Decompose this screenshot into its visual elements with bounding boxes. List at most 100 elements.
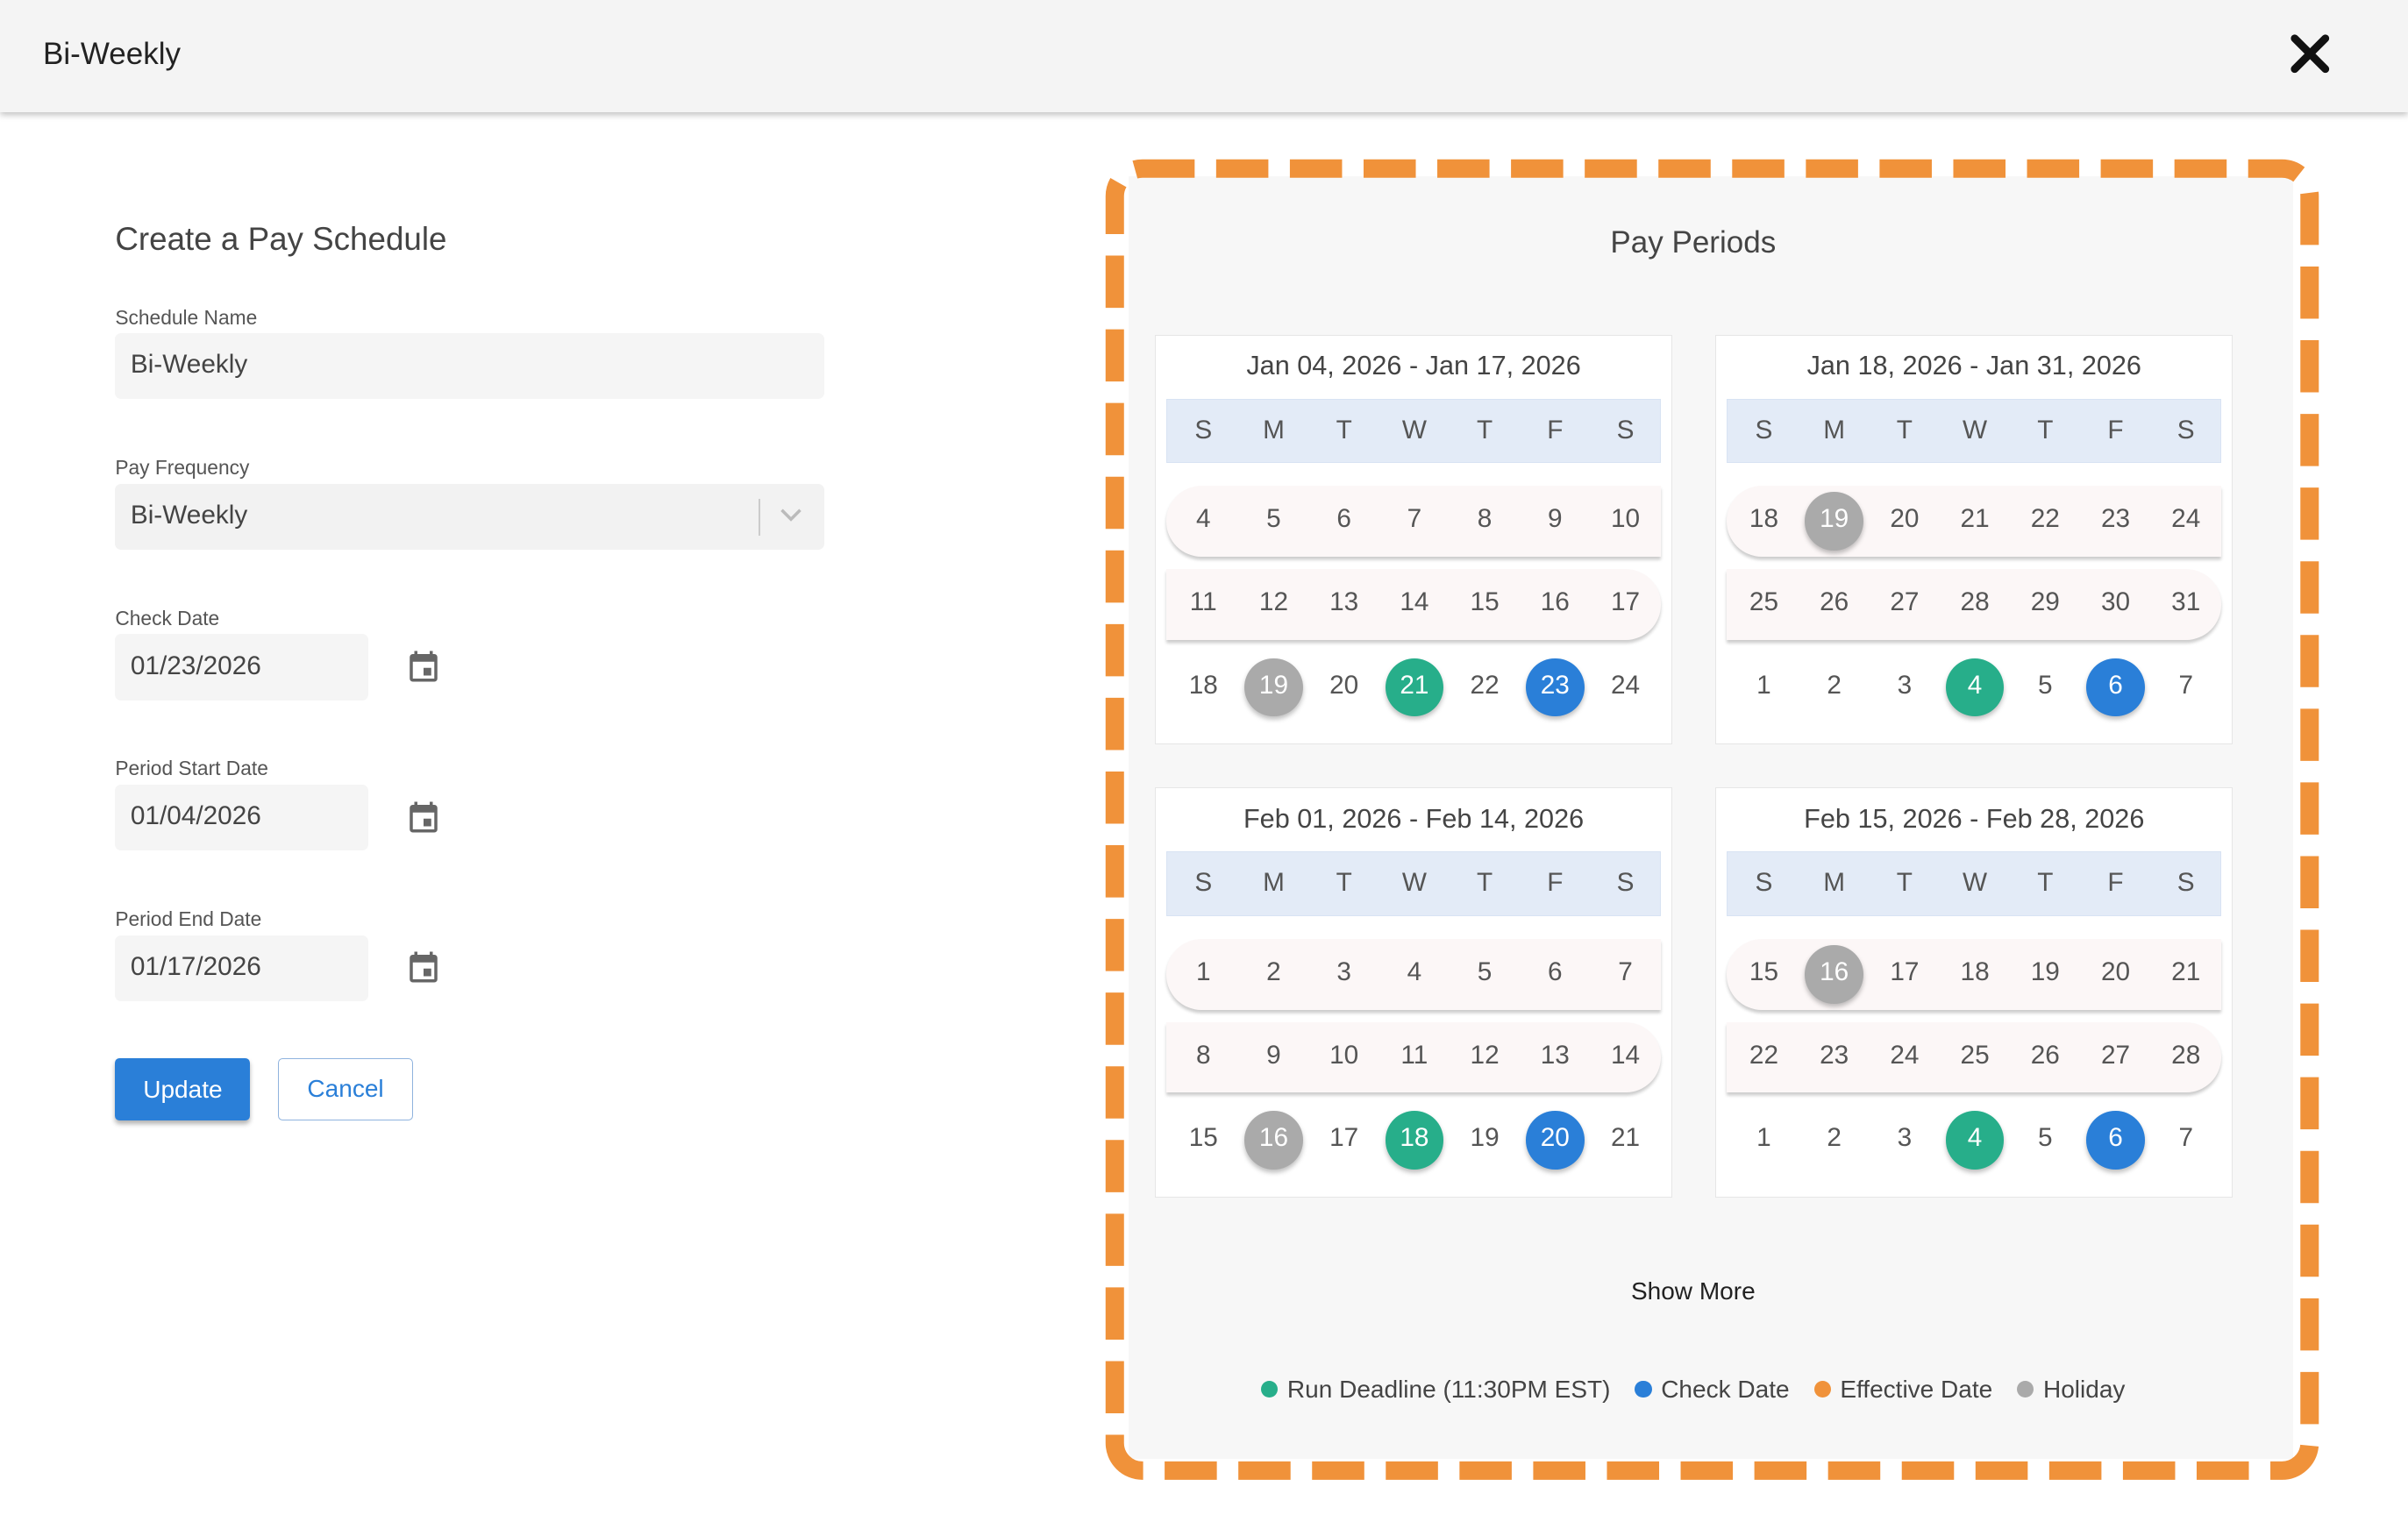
- calendar-day[interactable]: 18: [1188, 670, 1218, 700]
- pay-frequency-select[interactable]: Bi-Weekly: [115, 483, 825, 550]
- calendar-day[interactable]: 12: [1470, 1040, 1500, 1070]
- schedule-name-input[interactable]: Bi-Weekly: [115, 333, 825, 400]
- calendar-icon[interactable]: [405, 949, 442, 985]
- calendar-day[interactable]: 25: [1749, 587, 1779, 616]
- calendar-day[interactable]: 3: [1897, 670, 1913, 700]
- calendar-day[interactable]: 6: [1336, 504, 1351, 534]
- calendar-day[interactable]: 2: [1827, 1123, 1842, 1153]
- calendar-day[interactable]: 18: [1960, 957, 1990, 987]
- check-date-input[interactable]: 01/23/2026: [115, 634, 369, 701]
- calendar-day[interactable]: 16: [1258, 1123, 1289, 1153]
- calendar-day[interactable]: 14: [1400, 587, 1429, 616]
- cancel-button[interactable]: Cancel: [277, 1057, 414, 1121]
- calendar-day[interactable]: 19: [1470, 1123, 1500, 1153]
- calendar-day[interactable]: 26: [1820, 587, 1849, 616]
- calendar-day[interactable]: 17: [1890, 957, 1920, 987]
- calendar-day[interactable]: 10: [1329, 1040, 1359, 1070]
- calendar-day[interactable]: 16: [1820, 957, 1849, 987]
- calendar-day[interactable]: 28: [1960, 587, 1990, 616]
- calendar-day[interactable]: 15: [1749, 957, 1779, 987]
- calendar-day[interactable]: 21: [1400, 670, 1429, 700]
- calendar-day[interactable]: 29: [2030, 587, 2060, 616]
- calendar-day[interactable]: 10: [1610, 504, 1641, 534]
- calendar-day[interactable]: 4: [1407, 957, 1422, 987]
- show-more-link[interactable]: Show More: [1630, 1277, 1756, 1305]
- calendar-day[interactable]: 31: [2171, 587, 2201, 616]
- calendar-day[interactable]: 19: [2030, 957, 2060, 987]
- calendar-day[interactable]: 7: [2178, 670, 2193, 700]
- calendar-day[interactable]: 22: [2030, 504, 2060, 534]
- calendar-day[interactable]: 20: [1890, 504, 1920, 534]
- calendar-day[interactable]: 13: [1329, 587, 1359, 616]
- period-end-input[interactable]: 01/17/2026: [115, 935, 369, 1001]
- calendar-day[interactable]: 6: [2108, 670, 2123, 700]
- calendar-day[interactable]: 7: [2178, 1123, 2193, 1153]
- calendar-day[interactable]: 4: [1967, 1123, 1983, 1153]
- calendar-day[interactable]: 1: [1195, 957, 1211, 987]
- calendar-day[interactable]: 21: [2171, 957, 2201, 987]
- calendar-day[interactable]: 5: [1266, 504, 1281, 534]
- calendar-day[interactable]: 21: [1610, 1123, 1641, 1153]
- calendar-day[interactable]: 7: [1407, 504, 1422, 534]
- calendar-icon[interactable]: [405, 648, 442, 685]
- calendar-day[interactable]: 22: [1749, 1040, 1779, 1070]
- calendar-day[interactable]: 3: [1897, 1123, 1913, 1153]
- weekday-label: W: [1963, 415, 1988, 445]
- calendar-day[interactable]: 15: [1470, 587, 1500, 616]
- calendar-day[interactable]: 5: [2038, 1123, 2053, 1153]
- calendar-day[interactable]: 14: [1610, 1040, 1641, 1070]
- calendar-day[interactable]: 28: [2171, 1040, 2201, 1070]
- calendar-day[interactable]: 20: [1329, 670, 1359, 700]
- calendar-day[interactable]: 5: [2038, 670, 2053, 700]
- calendar-day[interactable]: 30: [2100, 587, 2131, 616]
- calendar-day[interactable]: 22: [1470, 670, 1500, 700]
- calendar-day[interactable]: 8: [1195, 1040, 1211, 1070]
- calendar-day[interactable]: 19: [1820, 504, 1849, 534]
- close-icon[interactable]: [2287, 31, 2333, 77]
- calendar-day[interactable]: 20: [2100, 957, 2131, 987]
- calendar-day[interactable]: 18: [1400, 1123, 1429, 1153]
- calendar-day[interactable]: 12: [1258, 587, 1289, 616]
- calendar-day[interactable]: 9: [1548, 504, 1563, 534]
- calendar-day[interactable]: 17: [1610, 587, 1641, 616]
- calendar-day[interactable]: 23: [1540, 670, 1570, 700]
- weekday-label: T: [1896, 415, 1913, 445]
- calendar-day[interactable]: 2: [1827, 670, 1842, 700]
- calendar-day[interactable]: 16: [1540, 587, 1570, 616]
- calendar-day[interactable]: 8: [1477, 504, 1493, 534]
- calendar-day[interactable]: 7: [1618, 957, 1633, 987]
- calendar-day[interactable]: 6: [2108, 1123, 2123, 1153]
- calendar-icon[interactable]: [405, 799, 442, 836]
- calendar-day[interactable]: 6: [1548, 957, 1563, 987]
- calendar-day[interactable]: 18: [1749, 504, 1779, 534]
- calendar-day[interactable]: 27: [1890, 587, 1920, 616]
- calendar-day[interactable]: 20: [1540, 1123, 1570, 1153]
- calendar-day[interactable]: 5: [1477, 957, 1493, 987]
- calendar-day[interactable]: 15: [1188, 1123, 1218, 1153]
- calendar-day[interactable]: 25: [1960, 1040, 1990, 1070]
- calendar-day[interactable]: 27: [2100, 1040, 2131, 1070]
- calendar-day[interactable]: 24: [1610, 670, 1641, 700]
- calendar-day[interactable]: 23: [2100, 504, 2131, 534]
- calendar-day[interactable]: 17: [1329, 1123, 1359, 1153]
- calendar-day[interactable]: 23: [1820, 1040, 1849, 1070]
- calendar-day[interactable]: 1: [1756, 670, 1771, 700]
- period-start-input[interactable]: 01/04/2026: [115, 784, 369, 851]
- calendar-day[interactable]: 24: [2171, 504, 2201, 534]
- chevron-down-icon[interactable]: [779, 502, 803, 527]
- calendar-day[interactable]: 24: [1890, 1040, 1920, 1070]
- pay-periods-title: Pay Periods: [1610, 225, 1777, 260]
- calendar-day[interactable]: 3: [1336, 957, 1351, 987]
- update-button[interactable]: Update: [115, 1057, 251, 1121]
- calendar-day[interactable]: 13: [1540, 1040, 1570, 1070]
- calendar-day[interactable]: 2: [1266, 957, 1281, 987]
- calendar-day[interactable]: 11: [1189, 587, 1217, 616]
- calendar-day[interactable]: 19: [1258, 670, 1289, 700]
- calendar-day[interactable]: 21: [1960, 504, 1990, 534]
- calendar-day[interactable]: 4: [1967, 670, 1983, 700]
- calendar-day[interactable]: 11: [1400, 1040, 1428, 1070]
- calendar-day[interactable]: 4: [1195, 504, 1211, 534]
- calendar-day[interactable]: 1: [1756, 1123, 1771, 1153]
- calendar-day[interactable]: 9: [1266, 1040, 1281, 1070]
- calendar-day[interactable]: 26: [2030, 1040, 2060, 1070]
